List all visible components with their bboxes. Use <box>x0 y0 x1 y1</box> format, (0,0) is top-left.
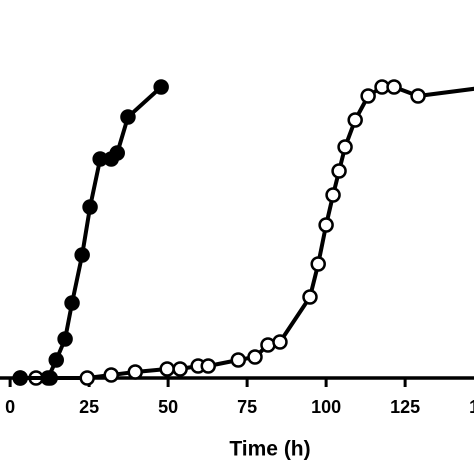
data-point <box>109 145 125 161</box>
data-point <box>120 109 136 125</box>
data-point <box>310 256 326 272</box>
x-tick-label: 25 <box>79 397 99 417</box>
data-point <box>64 295 80 311</box>
data-point <box>40 370 56 386</box>
data-point <box>159 361 175 377</box>
data-point <box>48 352 64 368</box>
data-point <box>337 139 353 155</box>
x-tick-label: 150 <box>469 397 474 417</box>
x-tick-label: 75 <box>237 397 257 417</box>
data-point <box>57 331 73 347</box>
data-point <box>272 334 288 350</box>
data-point <box>12 370 28 386</box>
data-point <box>230 352 247 368</box>
x-axis-label: Time (h) <box>229 438 310 461</box>
data-point <box>82 199 98 215</box>
data-point <box>386 79 402 95</box>
data-point <box>247 349 263 365</box>
data-point <box>153 79 169 95</box>
series-line <box>20 85 163 380</box>
data-point <box>360 88 376 104</box>
data-point <box>79 370 95 386</box>
data-point <box>127 364 143 380</box>
data-point <box>172 361 188 377</box>
x-tick-label: 50 <box>158 397 178 417</box>
series-line <box>20 85 474 380</box>
data-point <box>103 367 119 383</box>
data-point <box>302 289 318 305</box>
data-point <box>200 358 216 374</box>
data-point <box>74 247 90 263</box>
x-tick-label: 0 <box>5 397 15 417</box>
data-point <box>325 187 341 203</box>
data-point <box>347 112 363 128</box>
x-tick-label: 100 <box>311 397 341 417</box>
data-point <box>318 217 334 233</box>
data-point <box>331 163 347 179</box>
x-tick-label: 125 <box>390 397 420 417</box>
data-point <box>410 88 426 104</box>
